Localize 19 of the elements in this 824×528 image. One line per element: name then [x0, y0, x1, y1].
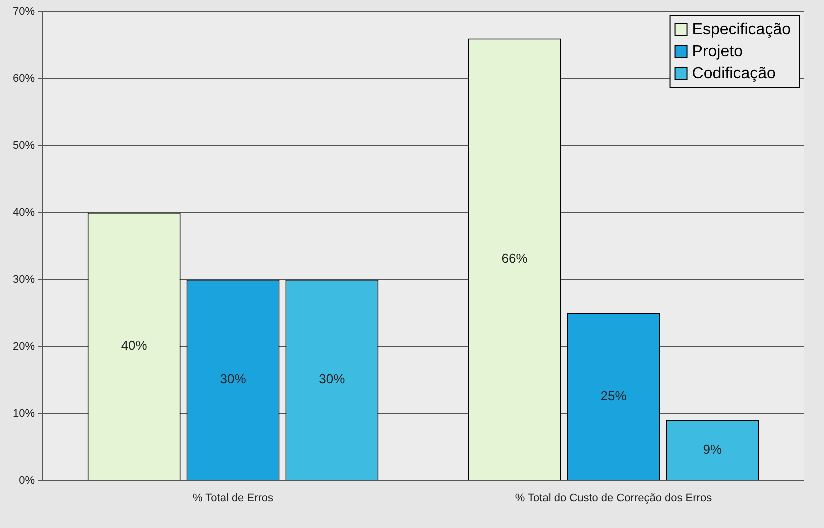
y-tick-label: 40% [12, 206, 36, 219]
y-tick-label: 60% [12, 73, 36, 86]
legend-label: Projeto [692, 43, 744, 60]
data-label: 66% [502, 251, 528, 266]
data-label: 40% [121, 338, 148, 354]
x-tick-label: % Total de Erros [193, 492, 274, 504]
data-label: 25% [600, 388, 628, 404]
y-tick-label: 0% [19, 474, 36, 487]
y-tick-label: 50% [12, 140, 36, 152]
data-label: 30% [220, 372, 247, 387]
data-label: 9% [703, 442, 723, 457]
data-label: 30% [319, 372, 346, 387]
y-tick-label: 70% [12, 6, 36, 18]
x-tick-label: % Total do Custo de Correção dos Erros [515, 492, 713, 504]
y-tick-label: 20% [12, 340, 36, 353]
legend-label: Especificação [692, 21, 792, 38]
legend-label: Codificação [692, 65, 776, 82]
y-tick-label: 10% [12, 408, 36, 420]
y-tick-label: 30% [12, 274, 36, 286]
